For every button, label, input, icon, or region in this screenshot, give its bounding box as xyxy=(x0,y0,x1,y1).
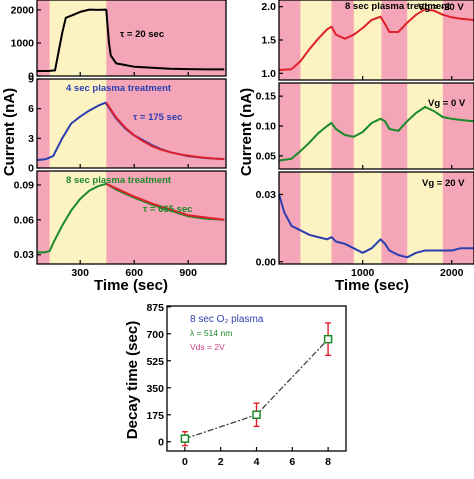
left-bottom-series-1-line xyxy=(105,182,225,221)
right-top-yellow-band-1 xyxy=(353,0,382,80)
left-top-yellow-band-0 xyxy=(49,0,107,76)
right-top-ytick-label-2: 2.0 xyxy=(261,1,276,13)
left-bottom-ytick-label-2: 0.09 xyxy=(14,179,35,191)
right-middle-series-0-line xyxy=(278,105,474,162)
right-top-annotation: Vg = -20 V xyxy=(418,2,464,13)
right-bottom-xtick-label-1: 2000 xyxy=(440,267,464,279)
right-middle-annotation: Vg = 0 V xyxy=(428,98,466,109)
left-middle-ytick-label-0: 0 xyxy=(28,163,34,175)
left-bottom-ytick-label-1: 0.06 xyxy=(14,214,35,226)
right-bottom-annotation: Vg = 20 V xyxy=(422,178,465,189)
right-top-yellow-band-2 xyxy=(407,0,443,80)
decay-point-1 xyxy=(252,410,261,419)
decay-xtick-label-3: 6 xyxy=(289,456,295,468)
right-middle-yellow-band-2 xyxy=(407,83,443,169)
right-top-ytick-label-1: 1.5 xyxy=(261,35,276,47)
left-middle-ytick-label-2: 6 xyxy=(28,103,34,115)
decay-xtick-label-2: 4 xyxy=(254,456,260,468)
decay-ytick-label-4: 700 xyxy=(146,329,164,341)
right-top-ytick-label-0: 1.0 xyxy=(261,68,276,80)
decay-ytick-label-2: 350 xyxy=(146,383,164,395)
left-bottom-xtick-label-0: 300 xyxy=(71,267,89,279)
left-middle-annotation-title: 4 sec plasma treatment xyxy=(66,83,172,94)
left-x-axis-label: Time (sec) xyxy=(94,277,168,294)
left-y-axis-label: Current (nA) xyxy=(1,88,18,176)
left-bottom-series-0-line xyxy=(37,182,225,254)
right-bottom-ytick-label-1: 0.03 xyxy=(256,189,277,201)
left-bottom-xtick-label-2: 900 xyxy=(179,267,197,279)
decay-ytick-label-5: 875 xyxy=(146,302,164,314)
left-top-ytick-label-0: 0 xyxy=(28,71,34,83)
right-bottom-yellow-band-2 xyxy=(407,172,443,264)
left-middle-yellow-band-0 xyxy=(49,79,107,168)
left-top-frame xyxy=(36,0,227,77)
decay-ytick-label-3: 525 xyxy=(146,356,164,368)
left-top-ytick-label-2: 2000 xyxy=(11,4,35,16)
decay-xtick-label-0: 0 xyxy=(182,456,188,468)
decay-ytick-label-1: 175 xyxy=(146,410,164,422)
decay-legend-line-2: Vds = 2V xyxy=(190,342,225,352)
right-bottom-frame xyxy=(278,171,474,265)
right-top-annotation-title: 8 sec plasma treatment xyxy=(345,1,451,12)
right-bottom-yellow-band-1 xyxy=(353,172,382,264)
right-bottom-ytick-label-0: 0.00 xyxy=(256,256,277,268)
right-middle-ytick-label-2: 0.15 xyxy=(256,91,277,103)
decay-legend-line-1: λ = 514 nm xyxy=(190,328,232,338)
left-bottom-annotation: τ = 665 sec xyxy=(143,204,192,215)
right-bottom-series-0-line xyxy=(278,194,474,259)
decay-point-0 xyxy=(180,434,190,443)
left-bottom-ytick-label-0: 0.03 xyxy=(14,249,35,261)
decay-xtick-label-1: 2 xyxy=(218,456,224,468)
left-top-annotation: τ = 20 sec xyxy=(120,29,164,40)
left-top-series-0-line xyxy=(37,8,225,72)
left-middle-ytick-label-1: 3 xyxy=(28,133,34,145)
decay-y-axis-label: Decay time (sec) xyxy=(124,321,141,439)
left-bottom-xtick-label-1: 600 xyxy=(125,267,143,279)
right-middle-ytick-label-1: 0.10 xyxy=(256,121,277,133)
right-top-series-0-line xyxy=(278,8,474,71)
left-top-ytick-label-1: 1000 xyxy=(11,37,35,49)
decay-xtick-label-4: 8 xyxy=(325,456,331,468)
right-bottom-yellow-band-0 xyxy=(300,172,332,264)
left-bottom-frame xyxy=(36,170,227,265)
right-y-axis-label: Current (nA) xyxy=(238,88,255,176)
decay-legend-line-0: 8 sec O₂ plasma xyxy=(190,314,264,325)
decay-ytick-label-0: 0 xyxy=(158,437,164,449)
left-middle-ytick-label-3: 9 xyxy=(28,74,34,86)
left-middle-frame xyxy=(36,78,227,169)
left-middle-annotation: τ = 175 sec xyxy=(133,112,182,123)
left-bottom-annotation-title: 8 sec plasma treatment xyxy=(66,175,172,186)
decay-point-2 xyxy=(323,334,333,344)
left-middle-series-1-line xyxy=(105,102,225,161)
right-bottom-xtick-label-0: 1000 xyxy=(351,267,375,279)
right-x-axis-label: Time (sec) xyxy=(335,277,409,294)
right-middle-ytick-label-0: 0.05 xyxy=(256,150,277,162)
